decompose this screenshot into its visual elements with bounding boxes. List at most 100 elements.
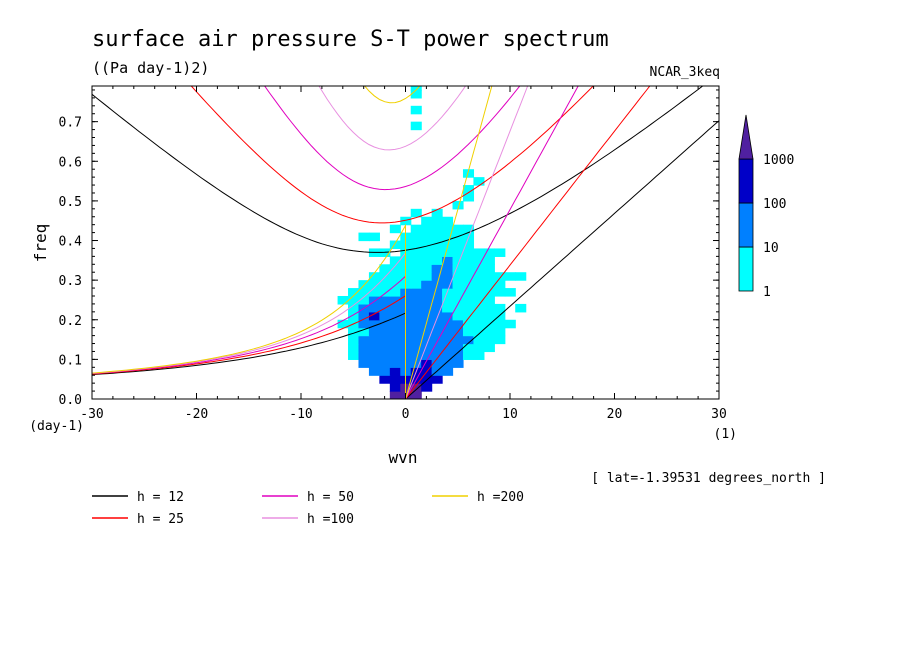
kelvin-curve-h12 xyxy=(405,120,719,399)
spectrum-cell xyxy=(389,311,401,321)
ig-curve-h200 xyxy=(364,86,421,104)
model-name: NCAR_3keq xyxy=(650,65,720,80)
x-tick-label: -10 xyxy=(289,407,312,422)
spectrum-cell xyxy=(442,335,454,345)
spectrum-cell xyxy=(421,359,433,368)
spectrum-cell xyxy=(442,319,454,329)
spectrum-cell xyxy=(389,288,401,297)
spectrum-cell xyxy=(431,224,443,234)
spectrum-cell xyxy=(379,295,391,305)
colorbar-label: 1000 xyxy=(763,153,794,168)
spectrum-cell xyxy=(462,248,475,257)
spectrum-cell xyxy=(358,295,370,305)
x-tick-label: 30 xyxy=(711,407,727,422)
spectrum-cell xyxy=(379,280,391,289)
spectrum-cell xyxy=(368,232,380,242)
spectrum-cell xyxy=(368,335,380,345)
spectrum-cell xyxy=(452,303,464,313)
kelvin-curve-h25 xyxy=(405,86,651,399)
spectrum-cell xyxy=(410,383,422,392)
y-tick-label: 0.4 xyxy=(59,235,83,250)
spectrum-cell xyxy=(442,351,454,360)
spectrum-cell xyxy=(379,264,391,273)
spectrum-cell xyxy=(452,343,464,353)
spectrum-cell xyxy=(348,327,360,337)
spectrum-cell xyxy=(421,383,433,392)
spectrum-cell xyxy=(368,272,380,281)
spectrum-cell xyxy=(410,359,422,368)
legend-label: h = 50 xyxy=(307,490,354,505)
spectrum-cell xyxy=(410,288,422,297)
ig-curve-h50 xyxy=(264,86,521,191)
spectrum-cell xyxy=(494,327,506,337)
spectrum-cell xyxy=(504,319,516,329)
spectrum-cell xyxy=(504,272,516,281)
legend-label: h = 12 xyxy=(137,490,184,505)
colorbar-label: 1 xyxy=(763,285,771,300)
spectrum-cell xyxy=(410,105,422,115)
spectrum-cell xyxy=(348,311,360,321)
spectrum-cell xyxy=(494,335,506,345)
spectrum-cell xyxy=(421,288,433,297)
spectrum-cell xyxy=(483,256,495,265)
spectrum-cell xyxy=(421,272,433,281)
spectrum-cell xyxy=(368,311,380,321)
spectrum-cell xyxy=(473,335,485,345)
x-axis-units: (1) xyxy=(714,427,737,442)
dispersion-curves xyxy=(92,86,719,399)
y-axis-units: (day-1) xyxy=(29,419,84,434)
spectrum-cell xyxy=(431,375,443,384)
spectrum-cell xyxy=(452,272,464,281)
kelvin-curve-h50 xyxy=(405,86,579,399)
spectrum-cell xyxy=(515,272,527,281)
spectrum-cell xyxy=(462,295,475,305)
spectrum-cell xyxy=(442,303,454,313)
spectrum-cell xyxy=(452,280,464,289)
spectrum-cell xyxy=(337,319,349,329)
spectrum-cell xyxy=(442,367,454,376)
spectrum-cell xyxy=(379,319,391,329)
spectrum-cell xyxy=(389,256,401,265)
colorbar-segment xyxy=(738,202,754,248)
spectrum-cell xyxy=(473,327,485,337)
spectrum-cell xyxy=(421,319,433,329)
spectrum-cell xyxy=(462,224,475,234)
x-tick-label: -20 xyxy=(185,407,208,422)
spectrum-cell xyxy=(379,359,391,368)
colorbar-arrow xyxy=(738,114,754,160)
spectrum-cell xyxy=(431,295,443,305)
x-axis-label: wvn xyxy=(389,448,418,467)
spectrum-cell xyxy=(410,272,422,281)
spectrum-cell xyxy=(442,264,454,273)
spectrum-cell xyxy=(431,343,443,353)
y-tick-label: 0.5 xyxy=(59,195,82,210)
spectrum-cell xyxy=(358,359,370,368)
x-tick-label: 20 xyxy=(607,407,623,422)
spectrum-cell xyxy=(462,272,475,281)
mrg-curve-h25 xyxy=(92,294,406,399)
colorbar: 1 10 100 1000 xyxy=(738,114,794,300)
spectrum-cell xyxy=(462,256,475,265)
spectrum-cell xyxy=(379,311,391,321)
spectrum-cell xyxy=(431,264,443,273)
spectrum-cell xyxy=(379,367,391,376)
y-tick-label: 0.1 xyxy=(59,353,82,368)
spectrum-cell xyxy=(410,240,422,250)
spectrum-cell xyxy=(442,224,454,234)
spectrum-cell xyxy=(410,232,422,242)
spectrum-cell xyxy=(452,256,464,265)
kelvin-curve-h100 xyxy=(405,86,529,399)
spectrum-cell xyxy=(504,288,516,297)
spectrum-cell xyxy=(494,272,506,281)
spectrum-cell xyxy=(348,335,360,345)
chart-title: surface air pressure S-T power spectrum xyxy=(92,27,609,52)
spectrum-cell xyxy=(421,280,433,289)
spectrum-cell xyxy=(452,319,464,329)
spectrum-cell xyxy=(368,343,380,353)
spectrum-cell xyxy=(462,288,475,297)
x-tick-label: 0 xyxy=(402,407,410,422)
spectrum-cell xyxy=(452,224,464,234)
spectrum-cell xyxy=(400,216,412,226)
spectrum-cell xyxy=(421,303,433,313)
spectrum-cell xyxy=(410,335,422,345)
